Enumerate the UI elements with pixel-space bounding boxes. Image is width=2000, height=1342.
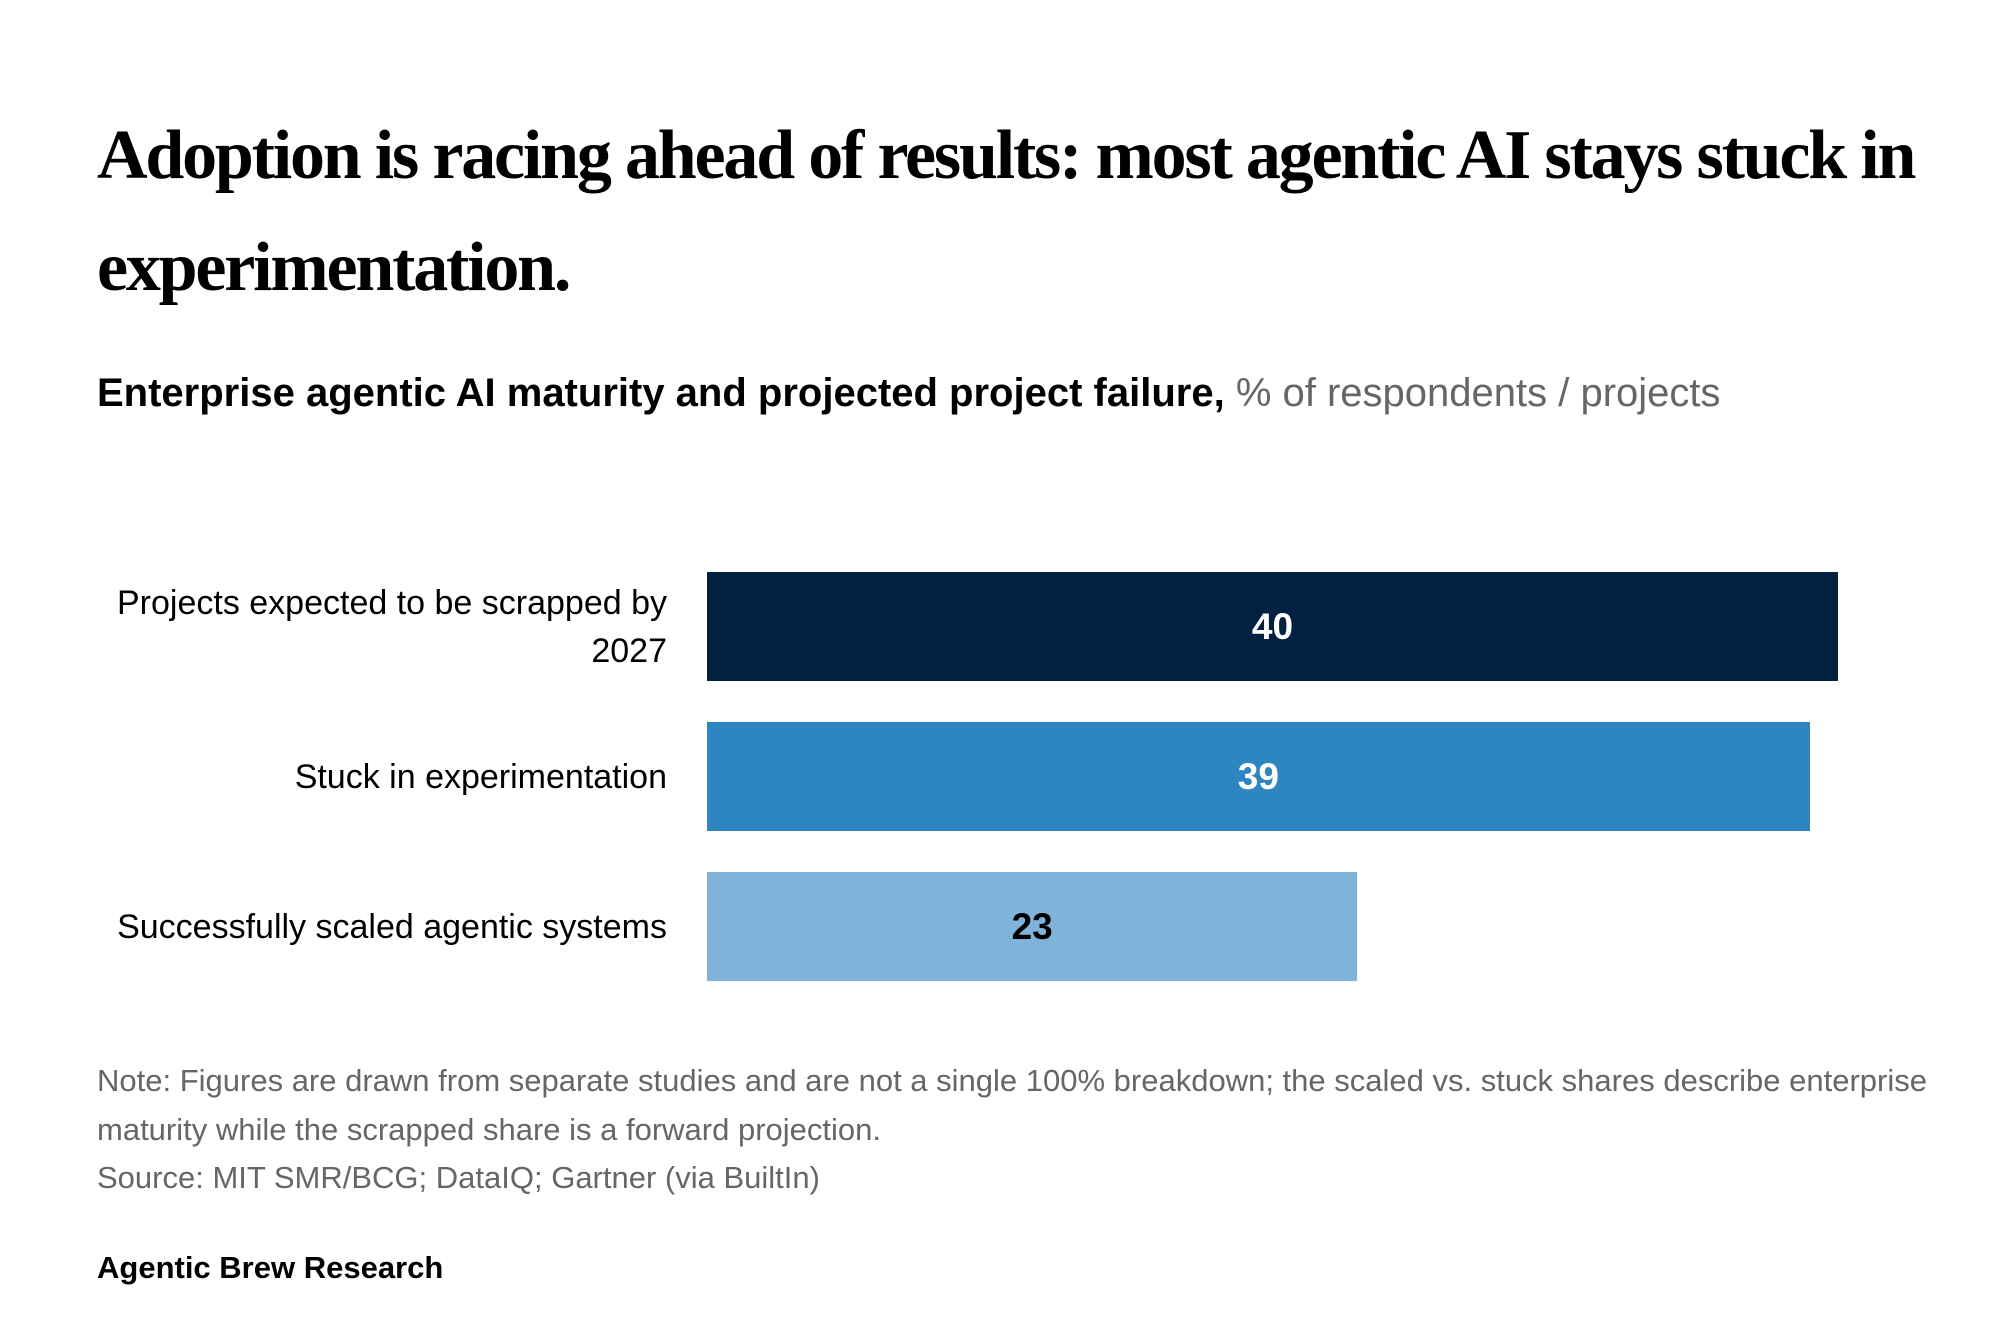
note: Note: Figures are drawn from separate st… [97, 1063, 1927, 1147]
bar [707, 572, 1838, 681]
bar [707, 722, 1810, 831]
category-label: Stuck in experimentation [294, 757, 667, 796]
subtitle: Enterprise agentic AI maturity and proje… [97, 360, 1817, 426]
value-label: 23 [1011, 905, 1053, 947]
source: Source: MIT SMR/BCG; DataIQ; Gartner (vi… [97, 1160, 820, 1195]
subtitle-main: Enterprise agentic AI maturity and proje… [97, 371, 1225, 415]
category-label: Successfully scaled agentic systems [117, 907, 667, 946]
value-label: 39 [1237, 755, 1279, 797]
bar [707, 872, 1358, 981]
category-label: Projects expected to be scrapped by 2027 [117, 583, 667, 670]
subtitle-units: % of respondents / projects [1235, 371, 1721, 415]
title: Adoption is racing ahead of results: mos… [97, 117, 1916, 306]
value-label: 40 [1251, 605, 1294, 647]
brand: Agentic Brew Research [97, 1250, 444, 1285]
